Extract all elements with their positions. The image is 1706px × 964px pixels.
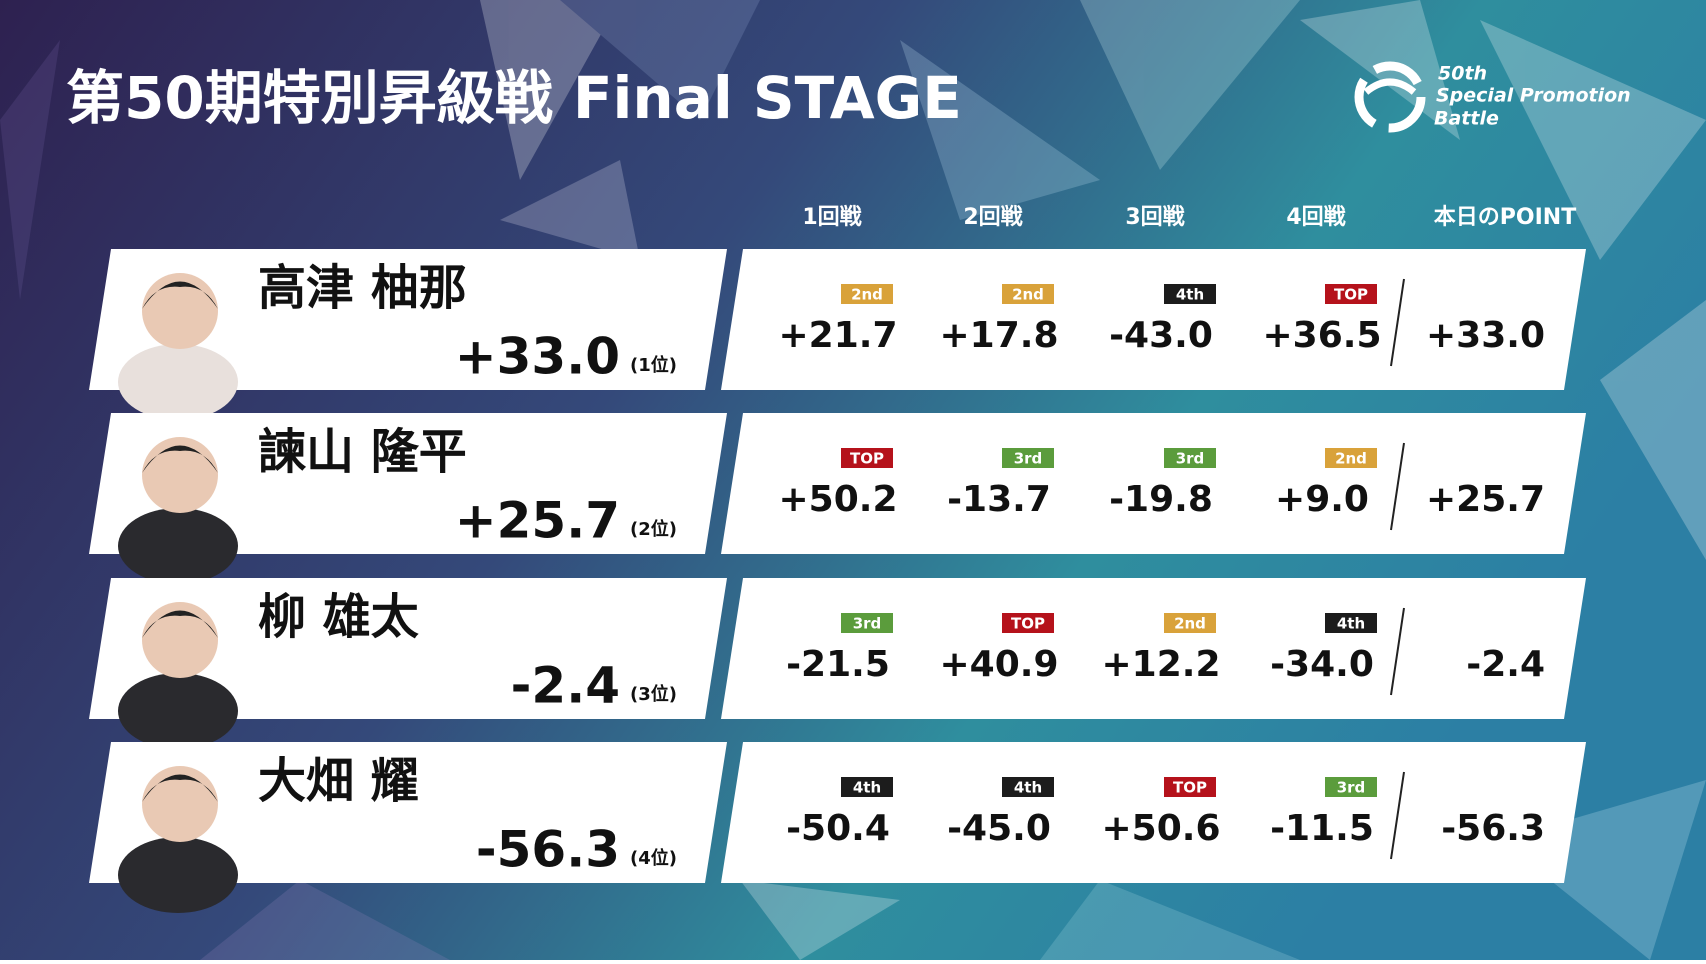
place-label: 2nd — [1012, 286, 1044, 304]
column-header: 3回戦 — [1125, 205, 1185, 230]
round-score: +40.9 — [940, 644, 1059, 685]
rank: (4位) — [630, 847, 677, 869]
total-score: +33.0 — [455, 328, 620, 386]
round-score: +50.2 — [779, 479, 898, 520]
player-row: 柳 雄太 -2.4 (3位) 3rd -21.5 TOP +40.9 2nd +12.2 4th -… — [89, 578, 1586, 749]
place-label: 4th — [1337, 615, 1365, 633]
photo-body — [118, 673, 238, 749]
photo-head — [142, 602, 218, 678]
day-point: +25.7 — [1426, 479, 1545, 520]
place-label: TOP — [850, 450, 884, 468]
round-score: +50.6 — [1102, 808, 1221, 849]
place-label: 2nd — [1335, 450, 1367, 468]
place-badge — [1164, 777, 1216, 797]
photo-hair — [142, 281, 218, 309]
place-badge — [1164, 284, 1216, 304]
rank: (3位) — [630, 683, 677, 705]
rank: (1位) — [630, 354, 677, 376]
place-label: 4th — [1014, 779, 1042, 797]
logo — [1354, 61, 1426, 133]
round-score: +12.2 — [1102, 644, 1221, 685]
place-label: 3rd — [1176, 450, 1205, 468]
round-score: +9.0 — [1275, 479, 1369, 520]
place-badge — [841, 613, 893, 633]
place-badge — [1325, 448, 1377, 468]
photo-body — [118, 837, 238, 913]
round-score: -19.8 — [1109, 479, 1213, 520]
column-header: 本日のPOINT — [1434, 205, 1576, 230]
place-badge — [841, 777, 893, 797]
place-label: 3rd — [1337, 779, 1366, 797]
player-name: 諫山 隆平 — [258, 424, 467, 480]
photo-hair — [142, 774, 218, 802]
column-header: 1回戦 — [802, 205, 862, 230]
column-header: 4回戦 — [1286, 205, 1346, 230]
total-score: -2.4 — [511, 657, 620, 715]
title: 第50期特別昇級戦 Final STAGE — [66, 64, 962, 132]
place-label: 4th — [853, 779, 881, 797]
round-score: +17.8 — [940, 315, 1059, 356]
name-card — [89, 578, 727, 719]
player-row: 高津 柚那 +33.0 (1位) 2nd +21.7 2nd +17.8 4th -43.0 TO… — [89, 249, 1586, 420]
logo-text: Battle — [1434, 108, 1499, 130]
divider — [1390, 442, 1405, 531]
round-score: -13.7 — [947, 479, 1051, 520]
name-card — [89, 742, 727, 883]
place-badge — [1325, 284, 1377, 304]
place-label: 3rd — [1014, 450, 1043, 468]
divider — [1390, 278, 1405, 367]
place-badge — [1002, 448, 1054, 468]
day-point: +33.0 — [1426, 315, 1545, 356]
place-badge — [1325, 777, 1377, 797]
day-point: -2.4 — [1466, 644, 1545, 685]
round-score: -34.0 — [1270, 644, 1374, 685]
round-score: -11.5 — [1270, 808, 1374, 849]
place-badge — [841, 284, 893, 304]
round-score: -43.0 — [1109, 315, 1213, 356]
round-score: +21.7 — [779, 315, 898, 356]
round-score: +36.5 — [1263, 315, 1382, 356]
player-name: 高津 柚那 — [258, 260, 467, 316]
place-badge — [841, 448, 893, 468]
name-card — [89, 413, 727, 554]
logo-text: 50th — [1438, 63, 1487, 85]
player-name: 大畑 耀 — [258, 753, 419, 809]
photo-head — [142, 437, 218, 513]
photo-head — [142, 273, 218, 349]
photo-hair — [142, 610, 218, 638]
place-badge — [1164, 448, 1216, 468]
divider — [1390, 771, 1405, 860]
divider — [1390, 607, 1405, 696]
name-card — [89, 249, 727, 390]
photo-body — [118, 344, 238, 420]
photo-body — [118, 508, 238, 584]
total-score: -56.3 — [476, 821, 620, 879]
place-badge — [1325, 613, 1377, 633]
logo-text: Special Promotion — [1436, 85, 1631, 107]
photo-hair — [142, 445, 218, 473]
rank: (2位) — [630, 518, 677, 540]
place-label: 2nd — [851, 286, 883, 304]
round-score: -50.4 — [786, 808, 890, 849]
place-label: TOP — [1011, 615, 1045, 633]
day-point: -56.3 — [1441, 808, 1545, 849]
column-header: 2回戦 — [963, 205, 1023, 230]
player-row: 諫山 隆平 +25.7 (2位) TOP +50.2 3rd -13.7 3rd -19.8 2n… — [89, 413, 1586, 584]
place-badge — [1002, 284, 1054, 304]
place-label: TOP — [1173, 779, 1207, 797]
place-badge — [1164, 613, 1216, 633]
place-badge — [1002, 777, 1054, 797]
photo-head — [142, 766, 218, 842]
place-label: 4th — [1176, 286, 1204, 304]
total-score: +25.7 — [455, 492, 620, 550]
round-score: -21.5 — [786, 644, 890, 685]
place-label: 2nd — [1174, 615, 1206, 633]
place-label: 3rd — [853, 615, 882, 633]
player-name: 柳 雄太 — [258, 589, 419, 645]
place-badge — [1002, 613, 1054, 633]
player-row: 大畑 耀 -56.3 (4位) 4th -50.4 4th -45.0 TOP +50.6 3rd… — [89, 742, 1586, 913]
place-label: TOP — [1334, 286, 1368, 304]
round-score: -45.0 — [947, 808, 1051, 849]
